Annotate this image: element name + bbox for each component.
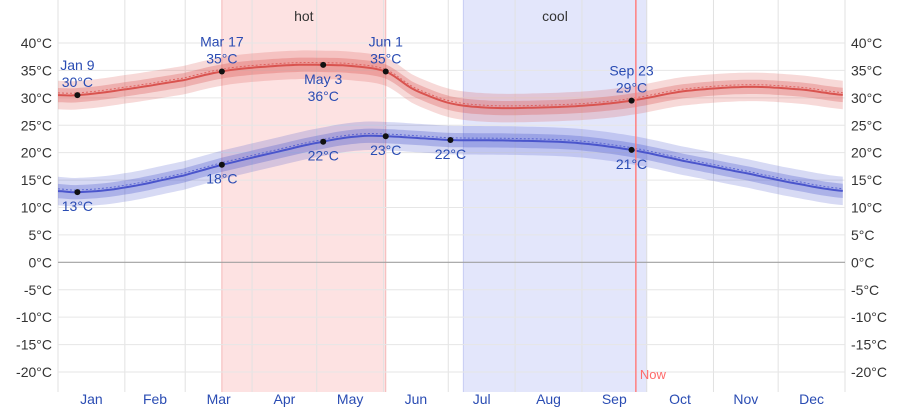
y-tick-right: 25°C xyxy=(851,117,882,133)
y-tick-right: 5°C xyxy=(851,227,875,243)
y-tick-left: -10°C xyxy=(16,309,52,325)
annotation-label: 29°C xyxy=(616,80,647,96)
annotation-dot xyxy=(382,68,389,75)
series-line-0 xyxy=(57,63,843,110)
x-tick-label: Dec xyxy=(799,391,824,407)
annotation-label: 18°C xyxy=(206,171,237,187)
season-band-cool xyxy=(463,0,647,392)
y-tick-left: 5°C xyxy=(29,227,53,243)
y-tick-right: 20°C xyxy=(851,145,882,161)
y-tick-left: 35°C xyxy=(21,62,52,78)
x-tick-label: Jun xyxy=(405,391,428,407)
series-dotted-line-1 xyxy=(57,133,843,191)
y-tick-right: -15°C xyxy=(851,337,887,353)
y-tick-left: -5°C xyxy=(24,282,52,298)
x-tick-label: Mar xyxy=(207,391,231,407)
annotation-label: 36°C xyxy=(308,88,339,104)
annotation-label: Jun 1 xyxy=(369,34,403,50)
annotation-label: 22°C xyxy=(308,148,339,164)
annotation-label: May 3 xyxy=(304,71,342,87)
annotation-label: 21°C xyxy=(616,156,647,172)
y-tick-left: 30°C xyxy=(21,90,52,106)
y-tick-left: 10°C xyxy=(21,200,52,216)
x-tick-label: Aug xyxy=(536,391,561,407)
y-tick-left: 0°C xyxy=(29,254,53,270)
x-tick-label: Feb xyxy=(143,391,167,407)
annotation-dot xyxy=(628,146,635,153)
annotation-dot xyxy=(382,133,389,140)
annotation-label: 13°C xyxy=(62,198,93,214)
series-band-inner-0 xyxy=(58,57,843,116)
series-dotted-line-0 xyxy=(57,62,843,107)
annotation-label: Sep 23 xyxy=(609,63,654,79)
season-label-hot: hot xyxy=(294,8,314,24)
y-tick-right: 30°C xyxy=(851,90,882,106)
y-tick-left: -15°C xyxy=(16,337,52,353)
now-label: Now xyxy=(640,367,667,382)
series-band-outer-1 xyxy=(58,121,843,207)
annotation-dot xyxy=(628,97,635,104)
x-tick-label: May xyxy=(337,391,363,407)
y-tick-right: 40°C xyxy=(851,35,882,51)
y-tick-right: -5°C xyxy=(851,282,879,298)
y-tick-right: 0°C xyxy=(851,254,875,270)
annotation-dot xyxy=(218,68,225,75)
x-tick-label: Jul xyxy=(473,391,491,407)
annotation-label: 35°C xyxy=(206,51,237,67)
series-band-inner-1 xyxy=(58,128,843,200)
y-tick-left: 15°C xyxy=(21,172,52,188)
annotation-dot xyxy=(320,61,327,68)
y-tick-right: -20°C xyxy=(851,364,887,380)
annotation-label: Mar 17 xyxy=(200,34,244,50)
y-tick-left: -20°C xyxy=(16,364,52,380)
annotation-label: 22°C xyxy=(435,146,466,162)
annotation-dot xyxy=(74,189,81,196)
season-label-cool: cool xyxy=(542,8,568,24)
annotation-label: 23°C xyxy=(370,142,401,158)
y-tick-left: 40°C xyxy=(21,35,52,51)
y-tick-left: 20°C xyxy=(21,145,52,161)
x-tick-label: Oct xyxy=(669,391,691,407)
x-tick-label: Sep xyxy=(602,391,627,407)
y-tick-right: -10°C xyxy=(851,309,887,325)
y-tick-right: 35°C xyxy=(851,62,882,78)
annotation-dot xyxy=(218,161,225,168)
y-tick-right: 15°C xyxy=(851,172,882,188)
y-tick-right: 10°C xyxy=(851,200,882,216)
annotation-label: Jan 9 xyxy=(60,57,94,73)
annotation-dot xyxy=(74,92,81,99)
annotation-label: 35°C xyxy=(370,51,401,67)
x-tick-label: Nov xyxy=(733,391,758,407)
x-tick-label: Apr xyxy=(273,391,295,407)
annotation-label: 30°C xyxy=(62,74,93,90)
x-tick-label: Jan xyxy=(80,391,103,407)
annotation-dot xyxy=(447,137,454,144)
annotation-dot xyxy=(320,138,327,145)
y-tick-left: 25°C xyxy=(21,117,52,133)
